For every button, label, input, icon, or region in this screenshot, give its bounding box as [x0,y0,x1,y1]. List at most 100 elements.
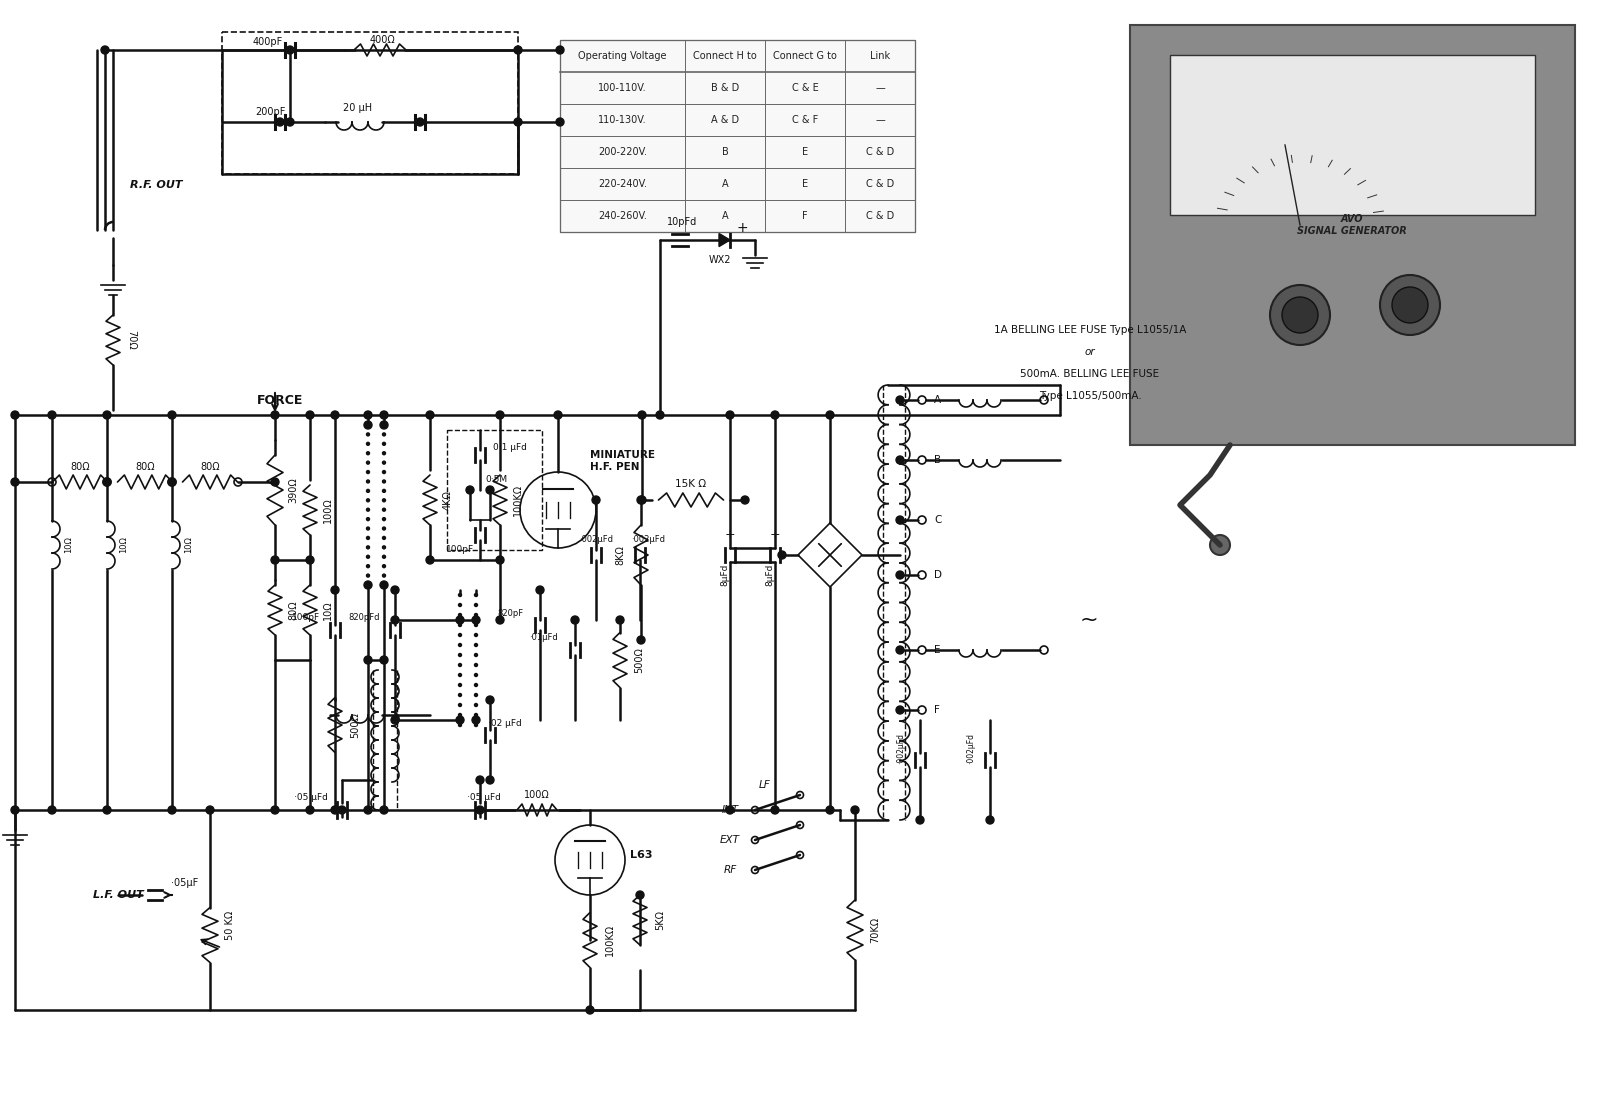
Circle shape [496,556,504,564]
Circle shape [897,571,905,579]
Circle shape [474,633,477,636]
Text: 1A BELLING LEE FUSE Type L1055/1A: 1A BELLING LEE FUSE Type L1055/1A [994,325,1186,335]
Text: 8μFd: 8μFd [720,564,730,586]
Text: 4KΩ: 4KΩ [443,490,453,510]
Circle shape [367,518,370,521]
Bar [1170,55,1535,215]
Circle shape [741,496,749,504]
Circle shape [367,528,370,530]
Circle shape [426,556,434,564]
Text: C: C [933,515,941,525]
Text: 500Ω: 500Ω [351,712,360,737]
Circle shape [275,118,283,126]
Circle shape [168,411,176,419]
Circle shape [367,462,370,464]
Circle shape [306,556,314,564]
Circle shape [458,674,461,677]
Circle shape [379,581,387,589]
Circle shape [367,546,370,548]
Circle shape [391,617,399,624]
Circle shape [472,617,480,624]
Circle shape [826,411,834,419]
Text: Type L1055/500mA.: Type L1055/500mA. [1039,391,1142,401]
Circle shape [11,411,19,419]
Circle shape [475,806,484,814]
Circle shape [572,617,580,624]
Circle shape [287,118,295,126]
Circle shape [897,646,905,654]
Circle shape [592,496,600,504]
Text: Connect G to: Connect G to [773,51,837,62]
Circle shape [637,496,645,504]
Circle shape [474,713,477,717]
Text: 110-130V.: 110-130V. [599,115,647,125]
Circle shape [367,584,370,587]
Circle shape [383,462,386,464]
Circle shape [1210,535,1230,555]
Circle shape [379,806,387,814]
Text: 15K Ω: 15K Ω [676,479,706,489]
Text: F: F [802,211,809,221]
Circle shape [458,613,461,617]
Circle shape [383,423,386,426]
Text: E: E [802,179,809,189]
Circle shape [474,654,477,656]
Circle shape [363,806,371,814]
Text: 0·1 μFd: 0·1 μFd [493,444,527,453]
Circle shape [556,46,564,54]
Text: 70KΩ: 70KΩ [869,917,881,943]
Text: EXT: EXT [720,835,740,845]
Circle shape [1270,285,1330,345]
Text: E: E [802,147,809,157]
Circle shape [458,603,461,607]
Circle shape [102,411,110,419]
Circle shape [458,644,461,646]
Circle shape [207,806,215,814]
Text: +: + [725,529,735,542]
Circle shape [986,815,994,824]
Circle shape [458,684,461,687]
Circle shape [367,499,370,502]
Circle shape [383,508,386,511]
Text: Link: Link [869,51,890,62]
Text: B: B [933,455,941,465]
Circle shape [496,411,504,419]
Text: 10Ω: 10Ω [118,536,128,554]
Text: 50 KΩ: 50 KΩ [226,910,235,940]
Circle shape [416,118,424,126]
Text: 240-260V.: 240-260V. [599,211,647,221]
Text: 10Ω: 10Ω [64,536,74,554]
Circle shape [458,654,461,656]
Circle shape [383,574,386,577]
Circle shape [383,499,386,502]
Text: INT: INT [722,804,738,815]
Circle shape [616,617,624,624]
Circle shape [379,421,387,429]
Circle shape [458,633,461,636]
Text: 400Ω: 400Ω [370,35,395,45]
Circle shape [474,603,477,607]
Text: F: F [933,704,940,715]
Text: ~: ~ [1081,610,1098,630]
Circle shape [554,411,562,419]
Text: 80Ω: 80Ω [288,600,298,620]
Circle shape [474,623,477,626]
Circle shape [496,617,504,624]
Circle shape [487,776,495,784]
Text: 500Ω: 500Ω [634,647,644,673]
Circle shape [456,617,464,624]
Circle shape [474,674,477,677]
Circle shape [656,411,664,419]
Text: A: A [722,211,728,221]
Text: 820pF: 820pF [498,609,524,618]
Text: 220-240V.: 220-240V. [599,179,647,189]
Text: L.F. OUT: L.F. OUT [93,890,144,900]
Circle shape [367,452,370,455]
Circle shape [271,806,279,814]
Circle shape [772,806,780,814]
Text: B & D: B & D [711,84,740,93]
Text: 200pF: 200pF [255,107,285,116]
Text: C & D: C & D [866,179,893,189]
Circle shape [383,518,386,521]
Text: 80Ω: 80Ω [134,462,155,471]
